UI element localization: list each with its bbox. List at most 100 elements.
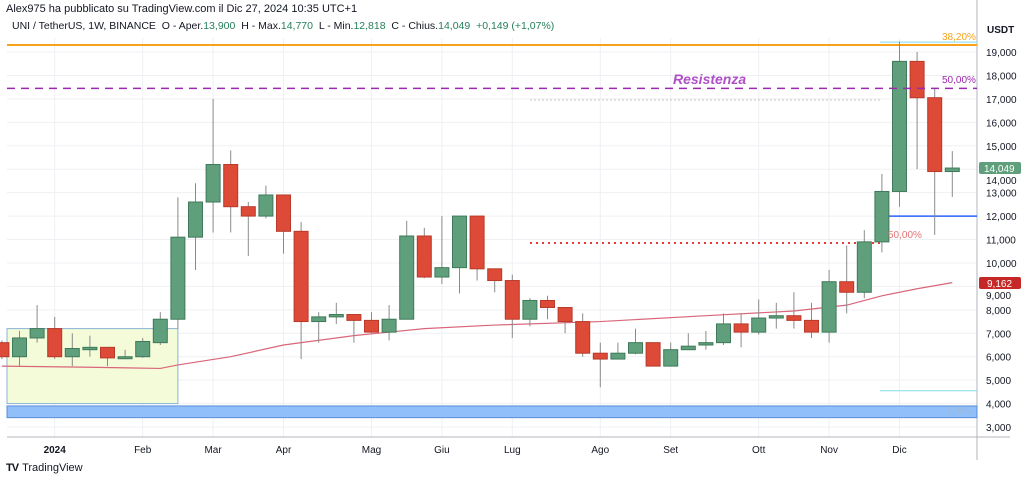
candle-body-down xyxy=(804,319,819,333)
candle xyxy=(117,349,133,360)
price-tick-label: 13,000 xyxy=(986,189,1017,200)
candle-body-down xyxy=(786,315,802,321)
candle xyxy=(856,230,872,299)
candle-body-down xyxy=(575,321,591,354)
candle xyxy=(364,312,379,334)
candle xyxy=(821,269,837,343)
candle xyxy=(733,313,749,348)
candle-body-down xyxy=(909,60,925,99)
candle xyxy=(452,215,467,294)
price-tick-label: 18,000 xyxy=(986,71,1017,82)
candle-body-down xyxy=(223,164,239,208)
candle xyxy=(188,183,203,270)
footer: TV TradingView xyxy=(6,462,83,474)
candle xyxy=(874,173,890,253)
price-tick-label: 5,000 xyxy=(986,376,1011,387)
candle xyxy=(276,194,291,254)
candle-body-up xyxy=(188,201,203,238)
candle xyxy=(47,316,63,360)
candle-body-up xyxy=(610,352,626,360)
candle xyxy=(504,274,520,338)
candle xyxy=(82,335,98,357)
candle xyxy=(100,346,115,367)
low-label: L - Min. xyxy=(318,20,354,32)
price-tick-label: 17,000 xyxy=(986,95,1017,106)
symbol-name[interactable]: UNI / TetherUS, 1W, BINANCE xyxy=(12,20,156,32)
time-tick-label: Feb xyxy=(134,445,152,456)
price-tick-label: 8,000 xyxy=(986,306,1011,317)
candle xyxy=(892,41,907,207)
fib-50b-label: 50,00% xyxy=(888,230,922,241)
candle-body-up xyxy=(205,164,221,203)
close-label: C - Chius. xyxy=(391,20,439,32)
last-price-label: 14,049 xyxy=(984,164,1015,175)
price-tick-label: 4,000 xyxy=(986,400,1011,411)
candle-body-down xyxy=(487,268,503,282)
candle xyxy=(557,306,573,334)
candle xyxy=(628,328,643,355)
candle xyxy=(346,314,362,343)
candle-body-down xyxy=(927,97,943,173)
candle-body-up xyxy=(381,318,397,333)
candle-body-up xyxy=(821,281,837,333)
currency-label: USDT xyxy=(987,25,1014,36)
candle xyxy=(909,52,925,170)
candle-body-up xyxy=(135,340,151,358)
time-tick-label: Mar xyxy=(204,445,222,456)
price-axis: 19,000 18,000 17,000 16,000 15,000 14,000 13,0… xyxy=(986,48,1017,434)
price-tick-label: 10,000 xyxy=(986,259,1017,270)
candle xyxy=(29,305,45,343)
time-tick-label: Mag xyxy=(362,445,381,456)
footer-brand[interactable]: TradingView xyxy=(22,462,83,474)
candle-body-down xyxy=(240,206,256,217)
candle-body-down xyxy=(592,352,608,360)
open-label: O - Aper. xyxy=(161,20,204,32)
candle-body-up xyxy=(716,323,731,344)
candle xyxy=(0,340,10,360)
published-by-text: Alex975 ha pubblicato su TradingView.com… xyxy=(6,3,358,15)
candle-body-up xyxy=(452,215,467,269)
candle-body-up xyxy=(768,315,784,319)
candle xyxy=(540,295,555,320)
candle-body-down xyxy=(276,194,291,232)
candle-body-up xyxy=(117,356,133,360)
fib-50-label: 50,00% xyxy=(942,75,976,86)
ma-line xyxy=(1,282,953,370)
fib-0-label: 0,00% xyxy=(947,406,973,416)
candle-body-down xyxy=(47,328,63,358)
candle xyxy=(751,299,767,335)
candle-body-up xyxy=(680,345,696,351)
candle-body-up xyxy=(152,318,168,344)
candle xyxy=(487,268,503,293)
ma-price-badge xyxy=(979,277,1021,289)
candle-body-up xyxy=(856,241,872,293)
candle-body-up xyxy=(628,342,643,354)
candle-body-down xyxy=(733,323,749,333)
candle-body-down xyxy=(346,314,362,321)
candle-body-down xyxy=(469,215,485,270)
candle xyxy=(399,220,415,320)
time-tick-label: Ott xyxy=(752,445,766,456)
time-tick-label: Apr xyxy=(276,445,292,456)
candle-body-down xyxy=(100,346,115,359)
annotations-back xyxy=(6,41,978,419)
fib-382-label: 38,20% xyxy=(942,32,976,43)
candle-body-down xyxy=(416,235,432,278)
candle-body-up xyxy=(29,328,45,339)
time-axis: 2024 Feb Mar Apr Mag Giu Lug Ago Set Ott Nov Dic xyxy=(44,445,907,456)
candle xyxy=(575,313,591,357)
candle-body-up xyxy=(170,236,186,320)
candle xyxy=(592,342,608,388)
candle xyxy=(716,313,731,345)
candle-body-up xyxy=(522,299,538,320)
candle xyxy=(328,302,344,324)
price-tick-label: 6,000 xyxy=(986,353,1011,364)
time-tick-label: Giu xyxy=(434,445,450,456)
candle-body-up xyxy=(82,346,98,351)
candle xyxy=(610,342,626,360)
candle xyxy=(944,151,960,197)
candle xyxy=(311,312,327,343)
support-band xyxy=(6,405,978,419)
candle-body-up xyxy=(399,235,415,320)
